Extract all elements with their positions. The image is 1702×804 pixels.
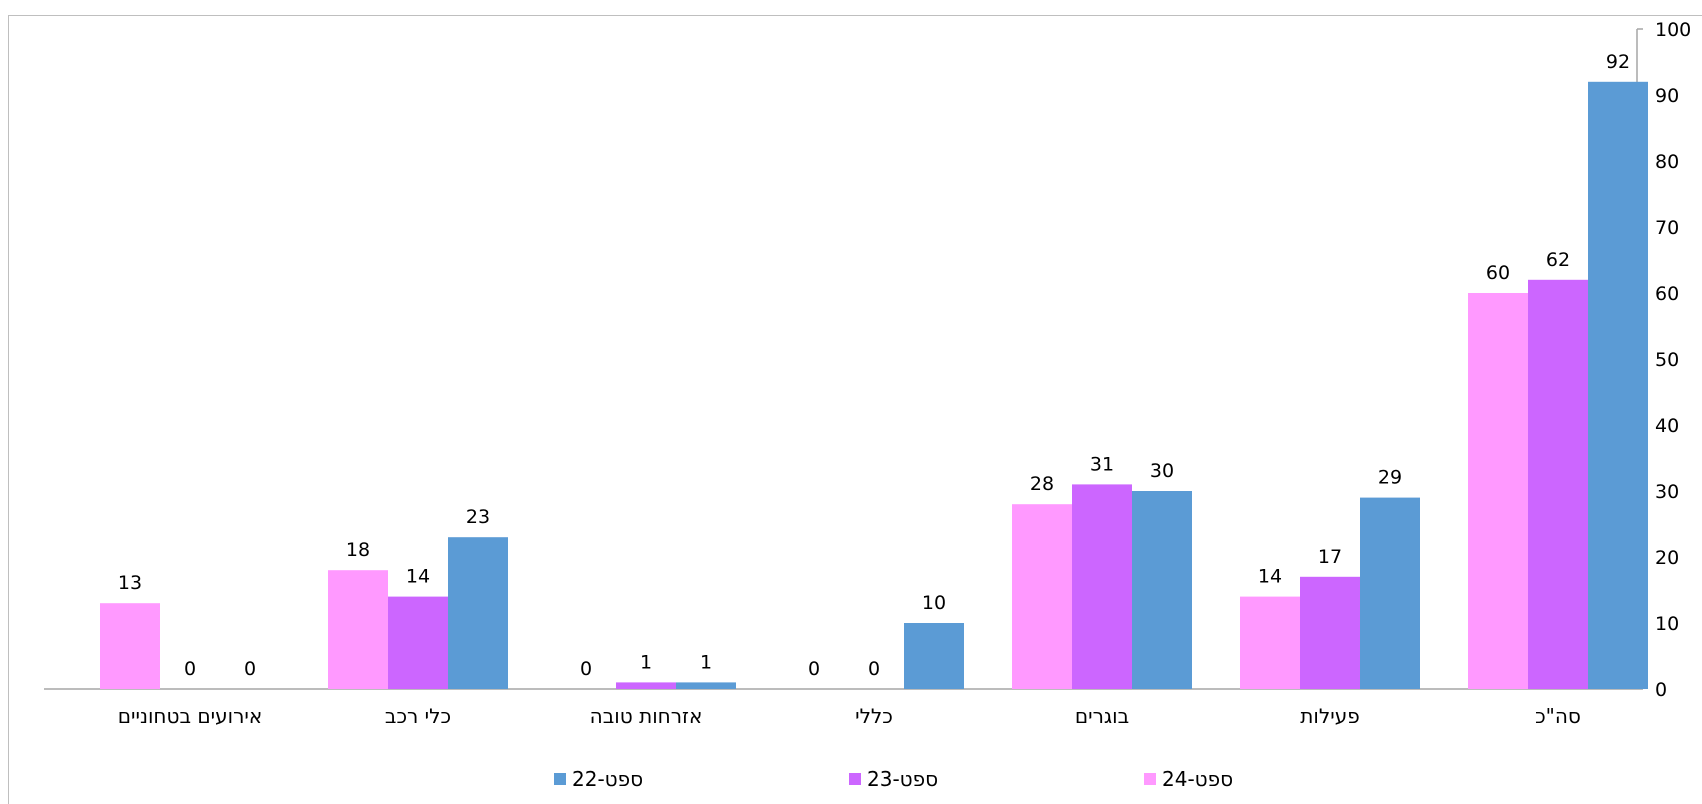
legend-label: ספט-23 xyxy=(867,767,938,791)
data-label: 92 xyxy=(1606,51,1630,73)
legend-swatch xyxy=(1144,773,1156,785)
bar xyxy=(388,597,448,689)
data-label: 1 xyxy=(640,651,652,673)
bar xyxy=(1012,504,1072,689)
legend-label: ספט-22 xyxy=(572,767,643,791)
category-label: פעילות xyxy=(1300,704,1359,728)
legend-swatch xyxy=(554,773,566,785)
y-tick-label: 10 xyxy=(1655,613,1679,635)
category-label: אירועים בטחוניים xyxy=(118,704,262,728)
legend-swatch xyxy=(849,773,861,785)
data-label: 62 xyxy=(1546,249,1570,271)
y-tick-label: 30 xyxy=(1655,481,1679,503)
bar xyxy=(1240,597,1300,689)
bar xyxy=(1528,280,1588,689)
bar xyxy=(1132,491,1192,689)
bar xyxy=(904,623,964,689)
data-label: 14 xyxy=(406,566,430,588)
category-label: אזרחות טובה xyxy=(590,704,703,728)
bar xyxy=(1588,82,1648,689)
category-label: כלי רכב xyxy=(385,704,451,728)
data-label: 28 xyxy=(1030,473,1054,495)
bar xyxy=(100,603,160,689)
data-label: 31 xyxy=(1090,453,1114,475)
data-label: 1 xyxy=(700,651,712,673)
y-tick-label: 90 xyxy=(1655,85,1679,107)
data-label: 14 xyxy=(1258,566,1282,588)
y-tick-label: 70 xyxy=(1655,217,1679,239)
bar xyxy=(328,570,388,689)
data-label: 30 xyxy=(1150,460,1174,482)
data-label: 17 xyxy=(1318,546,1342,568)
data-label: 13 xyxy=(118,572,142,594)
bar xyxy=(1468,293,1528,689)
bar xyxy=(616,682,676,689)
data-label: 0 xyxy=(244,658,256,680)
y-tick-label: 60 xyxy=(1655,283,1679,305)
category-label: בוגרים xyxy=(1075,704,1129,728)
data-label: 0 xyxy=(580,658,592,680)
data-label: 18 xyxy=(346,539,370,561)
data-label: 60 xyxy=(1486,262,1510,284)
y-tick-label: 80 xyxy=(1655,151,1679,173)
y-tick-label: 50 xyxy=(1655,349,1679,371)
y-tick-label: 100 xyxy=(1655,19,1691,41)
bar xyxy=(448,537,508,689)
y-tick-label: 40 xyxy=(1655,415,1679,437)
category-label: כללי xyxy=(855,704,893,728)
data-label: 0 xyxy=(808,658,820,680)
legend-label: ספט-24 xyxy=(1162,767,1233,791)
bar xyxy=(1300,577,1360,689)
bar xyxy=(1072,484,1132,689)
y-tick-label: 20 xyxy=(1655,547,1679,569)
data-label: 0 xyxy=(868,658,880,680)
bar xyxy=(676,682,736,689)
data-label: 0 xyxy=(184,658,196,680)
y-tick-label: 0 xyxy=(1655,679,1667,701)
bar xyxy=(1360,498,1420,689)
category-label: סה"כ xyxy=(1535,704,1581,728)
data-label: 23 xyxy=(466,506,490,528)
data-label: 29 xyxy=(1378,467,1402,489)
data-label: 10 xyxy=(922,592,946,614)
